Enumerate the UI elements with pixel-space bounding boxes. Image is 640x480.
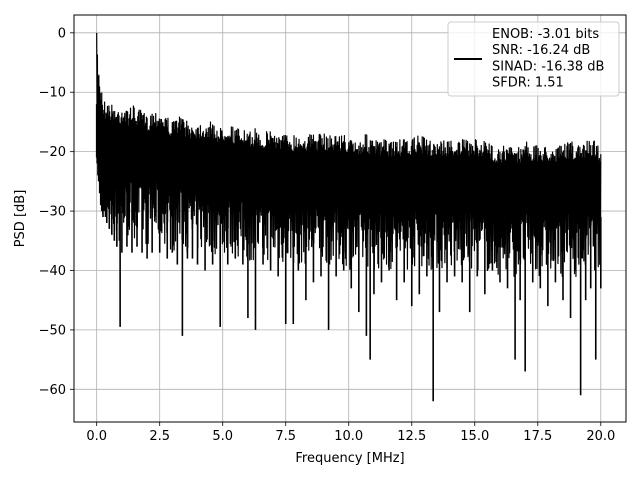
- legend-line-sfdr: SFDR: 1.51: [492, 76, 564, 91]
- series-psd: [95, 32, 602, 402]
- y-axis-ticks: 0 −10 −20 −30 −40 −50 −60: [39, 26, 74, 398]
- legend-box: [447, 21, 620, 97]
- x-axis-ticks: 0.0 2.5 5.0 7.5 10.0 12.5 15.0 17.5 20.0: [86, 422, 615, 444]
- legend-line-sinad: SINAD: -16.38 dB: [492, 59, 604, 74]
- x-tick-label: 20.0: [586, 429, 615, 444]
- legend-line-enob: ENOB: -3.01 bits: [492, 27, 599, 42]
- y-axis-label: PSD [dB]: [13, 190, 28, 248]
- x-tick-label: 12.5: [397, 429, 426, 444]
- y-tick-label: −40: [39, 264, 66, 279]
- legend-line-snr: SNR: -16.24 dB: [492, 43, 590, 58]
- x-tick-label: 7.5: [275, 429, 296, 444]
- x-tick-label: 0.0: [86, 429, 107, 444]
- y-tick-label: −10: [39, 86, 66, 101]
- x-tick-label: 17.5: [523, 429, 552, 444]
- y-tick-label: −30: [39, 205, 66, 220]
- x-tick-label: 15.0: [460, 429, 489, 444]
- x-axis-label: Frequency [MHz]: [295, 451, 404, 466]
- x-tick-label: 10.0: [334, 429, 363, 444]
- y-tick-label: −20: [39, 145, 66, 160]
- y-tick-label: −50: [39, 323, 66, 338]
- plot-frame: [73, 14, 627, 423]
- psd-trace: [96, 32, 602, 277]
- y-tick-label: −60: [39, 383, 66, 398]
- x-tick-label: 5.0: [212, 429, 233, 444]
- x-tick-label: 2.5: [149, 429, 170, 444]
- y-tick-label: 0: [58, 26, 66, 41]
- legend: ENOB: -3.01 bits SNR: -16.24 dB SINAD: -…: [447, 21, 620, 97]
